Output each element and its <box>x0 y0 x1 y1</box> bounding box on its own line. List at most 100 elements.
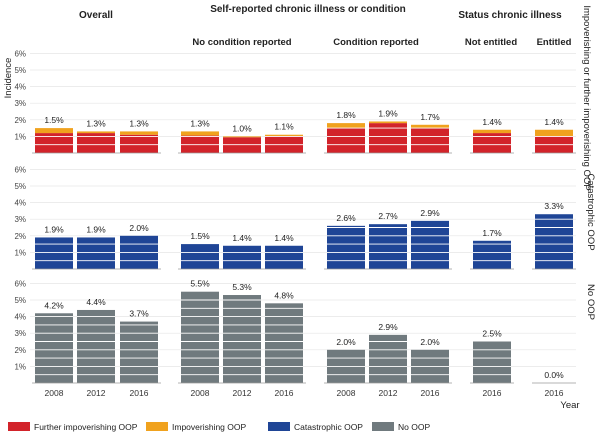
bar-no-oop <box>77 309 115 383</box>
data-label: 1.1% <box>274 122 294 132</box>
x-tick-label: 2008 <box>45 388 64 398</box>
header-self-reported: Self-reported chronic illness or conditi… <box>210 4 406 15</box>
data-label: 1.8% <box>336 110 356 120</box>
y-tick-label: 5% <box>14 296 26 305</box>
bar-impoverishing <box>120 131 158 135</box>
data-label: 2.0% <box>420 337 440 347</box>
bar-impoverishing <box>77 131 115 134</box>
x-tick-label: 2008 <box>191 388 210 398</box>
y-tick-label: 1% <box>14 362 26 371</box>
y-tick-label: 4% <box>14 313 26 322</box>
legend-label-impoverishing: Impoverishing OOP <box>172 422 246 432</box>
x-tick-label: 2016 <box>545 388 564 398</box>
bar-further-impoverishing <box>35 133 73 153</box>
data-label: 1.5% <box>44 115 64 125</box>
bar-catastrophic <box>369 224 407 269</box>
x-tick-label: 2016 <box>421 388 440 398</box>
bar-impoverishing <box>265 134 303 137</box>
legend: Further impoverishing OOP Impoverishing … <box>8 422 430 432</box>
data-label: 2.9% <box>378 322 398 332</box>
row-label-impoverishing-line1: Impoverishing or further impoverishing O… <box>581 5 592 190</box>
bar-catastrophic <box>411 220 449 269</box>
row-label-no-oop: No OOP <box>585 284 596 320</box>
bar-further-impoverishing <box>77 133 115 153</box>
y-tick-label: 6% <box>14 49 26 58</box>
y-tick-label: 2% <box>14 346 26 355</box>
y-tick-label: 6% <box>14 279 26 288</box>
data-label: 0.0% <box>544 370 564 380</box>
bar-impoverishing <box>411 124 449 129</box>
legend-swatch-catastrophic <box>268 422 290 431</box>
data-label: 1.4% <box>482 117 502 127</box>
data-label: 5.3% <box>232 282 252 292</box>
x-axis-title: Year <box>560 400 579 411</box>
data-label: 1.4% <box>544 117 564 127</box>
bar-further-impoverishing <box>120 134 158 153</box>
y-tick-label: 3% <box>14 215 26 224</box>
bar-catastrophic <box>473 240 511 269</box>
header-status: Status chronic illness <box>458 10 562 21</box>
bar-impoverishing <box>535 129 573 137</box>
y-tick-label: 4% <box>14 83 26 92</box>
row-label-catastrophic: Catastrophic OOP <box>585 173 596 250</box>
y-tick-label: 1% <box>14 248 26 257</box>
legend-swatch-no-oop <box>372 422 394 431</box>
header-self-reported-text: Self-reported chronic illness or conditi… <box>210 4 406 15</box>
data-label: 1.3% <box>129 118 149 128</box>
subheader-no-condition: No condition reported <box>192 37 291 48</box>
bar-impoverishing <box>473 129 511 134</box>
bar-impoverishing <box>223 136 261 138</box>
bar-catastrophic <box>35 237 73 269</box>
y-tick-label: 5% <box>14 66 26 75</box>
data-label: 2.9% <box>420 208 440 218</box>
bar-catastrophic <box>265 245 303 269</box>
subheader-not-entitled: Not entitled <box>465 37 517 48</box>
bar-further-impoverishing <box>411 128 449 153</box>
legend-swatch-impoverishing <box>146 422 168 431</box>
data-label: 4.4% <box>86 297 106 307</box>
y-tick-label: 6% <box>14 165 26 174</box>
data-label: 1.0% <box>232 123 252 133</box>
data-label: 3.7% <box>129 309 149 319</box>
x-tick-label: 2016 <box>130 388 149 398</box>
data-label: 1.7% <box>420 112 440 122</box>
bar-catastrophic <box>181 244 219 269</box>
data-label: 1.4% <box>274 233 294 243</box>
data-label: 1.9% <box>44 224 64 234</box>
y-tick-label: 2% <box>14 232 26 241</box>
y-tick-label: 5% <box>14 182 26 191</box>
data-label: 1.9% <box>378 108 398 118</box>
bar-further-impoverishing <box>327 128 365 153</box>
y-tick-label: 1% <box>14 132 26 141</box>
bar-impoverishing <box>327 123 365 129</box>
x-tick-label: 2012 <box>379 388 398 398</box>
data-label: 2.0% <box>336 337 356 347</box>
data-label: 1.3% <box>86 118 106 128</box>
bar-catastrophic <box>327 225 365 269</box>
y-tick-label: 3% <box>14 99 26 108</box>
bar-impoverishing <box>181 131 219 136</box>
x-tick-label: 2012 <box>87 388 106 398</box>
bar-impoverishing <box>369 121 407 124</box>
data-label: 2.0% <box>129 223 149 233</box>
bar-further-impoverishing <box>369 123 407 153</box>
y-tick-label: 2% <box>14 116 26 125</box>
plot-area: 1% 2% 3% 4% 5% 6% 1% 2% 3% 4% 5% 6% 1% 2% 3% 4% 5% 6% 1.5%… <box>14 49 576 398</box>
bar-no-oop <box>120 321 158 383</box>
x-tick-label: 2012 <box>233 388 252 398</box>
legend-label-catastrophic: Catastrophic OOP <box>294 422 363 432</box>
data-label: 1.7% <box>482 228 502 238</box>
bar-catastrophic <box>77 237 115 269</box>
data-label: 2.7% <box>378 211 398 221</box>
data-label: 5.5% <box>190 279 210 289</box>
bar-no-oop <box>223 295 261 383</box>
header-overall: Overall <box>79 10 113 21</box>
row-label-impoverishing: Impoverishing or further impoverishing O… <box>581 5 592 190</box>
data-label: 1.9% <box>86 224 106 234</box>
subheader-entitled: Entitled <box>537 37 572 48</box>
bar-no-oop <box>265 303 303 383</box>
legend-label-no-oop: No OOP <box>398 422 430 432</box>
data-label: 3.3% <box>544 201 564 211</box>
data-label: 1.4% <box>232 233 252 243</box>
